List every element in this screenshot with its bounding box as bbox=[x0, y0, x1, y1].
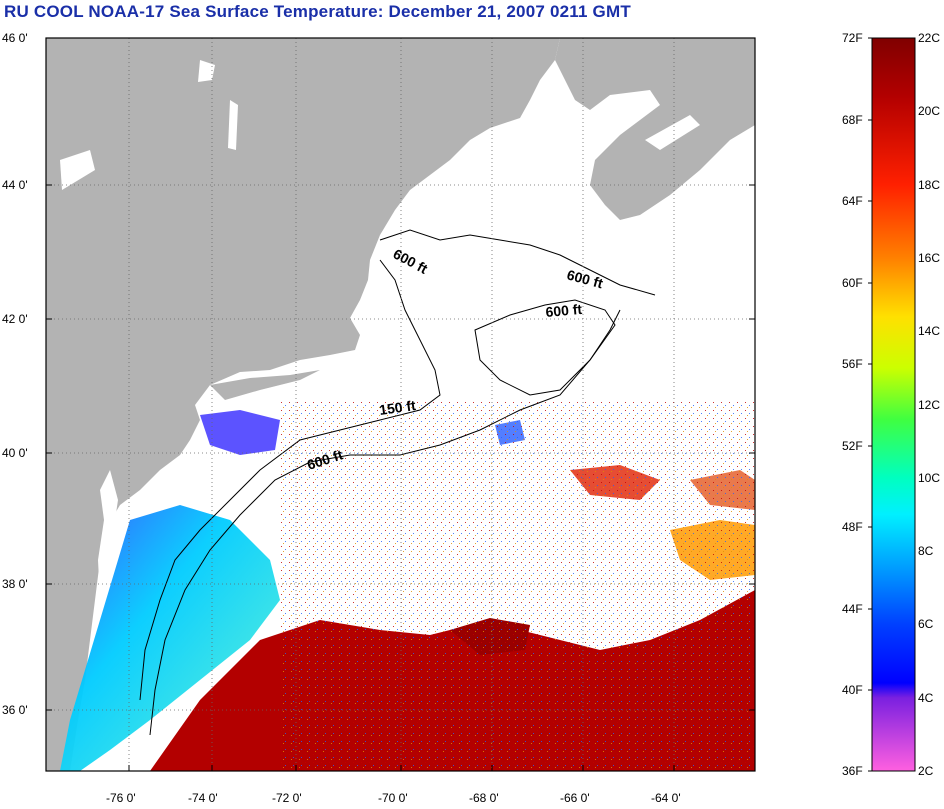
contour-600ft-shelf bbox=[149, 309, 621, 736]
colorbar-c-label: 8C bbox=[918, 544, 934, 558]
colorbar-f-label: 40F bbox=[842, 683, 863, 697]
lat-tick-marks bbox=[46, 37, 755, 711]
colorbar-ticks bbox=[868, 37, 872, 772]
colorbar-c-label: 16C bbox=[918, 251, 940, 265]
lon-label-66: -66 0' bbox=[560, 791, 590, 805]
land-mainland bbox=[46, 38, 560, 771]
contour-600ft-gulf-maine bbox=[379, 229, 656, 296]
colorbar-f-label: 52F bbox=[842, 439, 863, 453]
colorbar-c-label: 6C bbox=[918, 617, 934, 631]
colorbar-c-label: 2C bbox=[918, 764, 934, 778]
lon-tick-marks bbox=[128, 765, 675, 771]
lat-label-40: 40 0' bbox=[2, 446, 28, 460]
cold-shelf-water bbox=[60, 505, 280, 771]
cold-patch-ny-bight bbox=[200, 410, 280, 455]
lake bbox=[228, 100, 238, 150]
lat-label-42: 42 0' bbox=[2, 312, 28, 326]
colorbar-c-label: 22C bbox=[918, 31, 940, 45]
colorbar-c-label: 10C bbox=[918, 471, 940, 485]
colorbar-f-label: 72F bbox=[842, 31, 863, 45]
colorbar-f-label: 68F bbox=[842, 113, 863, 127]
contour-150ft bbox=[139, 259, 441, 701]
map-title: RU COOL NOAA-17 Sea Surface Temperature:… bbox=[4, 2, 631, 21]
contour-label: 600 ft bbox=[545, 301, 583, 320]
colorbar-c-label: 18C bbox=[918, 178, 940, 192]
colorbar-f-label: 64F bbox=[842, 194, 863, 208]
colorbar-c-label: 20C bbox=[918, 104, 940, 118]
colorbar-f-label: 44F bbox=[842, 602, 863, 616]
colorbar-c-label: 14C bbox=[918, 324, 940, 338]
cloud-noise bbox=[280, 400, 755, 771]
lake bbox=[198, 60, 215, 82]
lat-label-44: 44 0' bbox=[2, 178, 28, 192]
contour-600ft-georges bbox=[474, 299, 616, 396]
land-long-island bbox=[210, 370, 320, 400]
lon-label-72: -72 0' bbox=[272, 791, 302, 805]
lake bbox=[60, 150, 95, 190]
lat-label-38: 38 0' bbox=[2, 577, 28, 591]
land-nova-scotia bbox=[555, 38, 755, 220]
colorbar-f-label: 60F bbox=[842, 276, 863, 290]
lon-label-76: -76 0' bbox=[106, 791, 136, 805]
colorbar-c-label: 4C bbox=[918, 691, 934, 705]
colorbar-c-label: 12C bbox=[918, 398, 940, 412]
colorbar-f-label: 36F bbox=[842, 764, 863, 778]
colorbar bbox=[871, 37, 916, 772]
lake bbox=[645, 115, 700, 150]
lon-label-68: -68 0' bbox=[469, 791, 499, 805]
lon-label-74: -74 0' bbox=[188, 791, 218, 805]
lat-label-46: 46 0' bbox=[2, 31, 28, 45]
lat-label-36: 36 0' bbox=[2, 703, 28, 717]
lon-label-70: -70 0' bbox=[378, 791, 408, 805]
lon-label-64: -64 0' bbox=[651, 791, 681, 805]
colorbar-f-label: 56F bbox=[842, 357, 863, 371]
contour-label: 150 ft bbox=[378, 397, 417, 418]
colorbar-f-label: 48F bbox=[842, 520, 863, 534]
